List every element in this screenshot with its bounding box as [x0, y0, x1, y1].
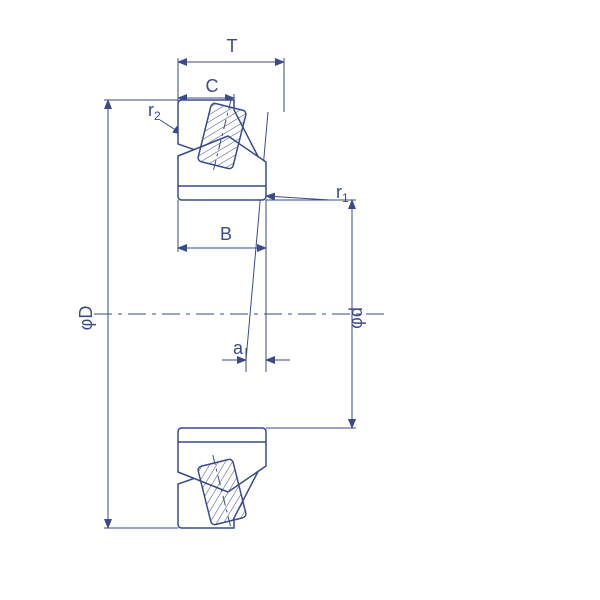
dim-C: C [178, 76, 234, 100]
section-bottom [178, 428, 266, 533]
dim-r1: r1 [266, 182, 349, 205]
label-phid: φd [346, 307, 366, 329]
label-phiD: φD [76, 306, 96, 331]
section-top [178, 95, 266, 200]
label-B: B [220, 224, 232, 244]
bearing-diagram: φD φd T C B [76, 36, 390, 533]
dim-r2: r2 [148, 100, 182, 134]
dim-a: a [222, 200, 290, 372]
label-T: T [227, 36, 238, 56]
dim-B: B [178, 200, 266, 252]
label-r1: r1 [336, 182, 349, 205]
label-C: C [206, 76, 219, 96]
label-r2: r2 [148, 100, 161, 123]
label-a: a [233, 338, 244, 358]
